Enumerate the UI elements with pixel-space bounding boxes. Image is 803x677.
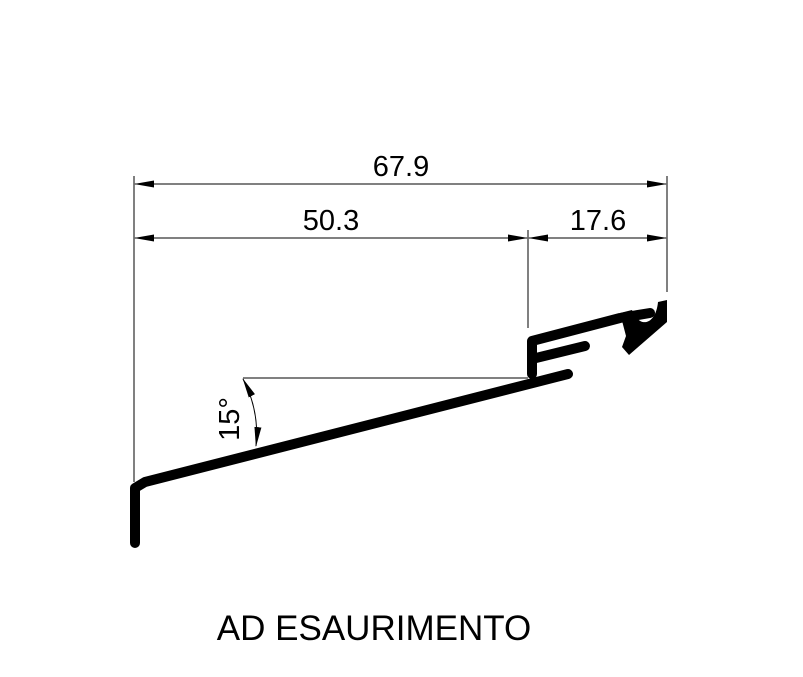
angle-arc (242, 378, 262, 447)
angle-label: 15° (214, 397, 246, 441)
profile-hook-tip (620, 300, 667, 355)
dimension-right-segment-label: 17.6 (570, 205, 626, 237)
extension-lines (133, 176, 668, 482)
profile-hook (531, 341, 590, 363)
profile-slope (130, 369, 573, 548)
dimension-left-segment-label: 50.3 (303, 205, 359, 237)
dimension-lines (134, 180, 667, 447)
drawing-caption: AD ESAURIMENTO (217, 609, 531, 648)
profile-outline (130, 308, 655, 548)
dimension-overall-label: 67.9 (373, 151, 429, 183)
